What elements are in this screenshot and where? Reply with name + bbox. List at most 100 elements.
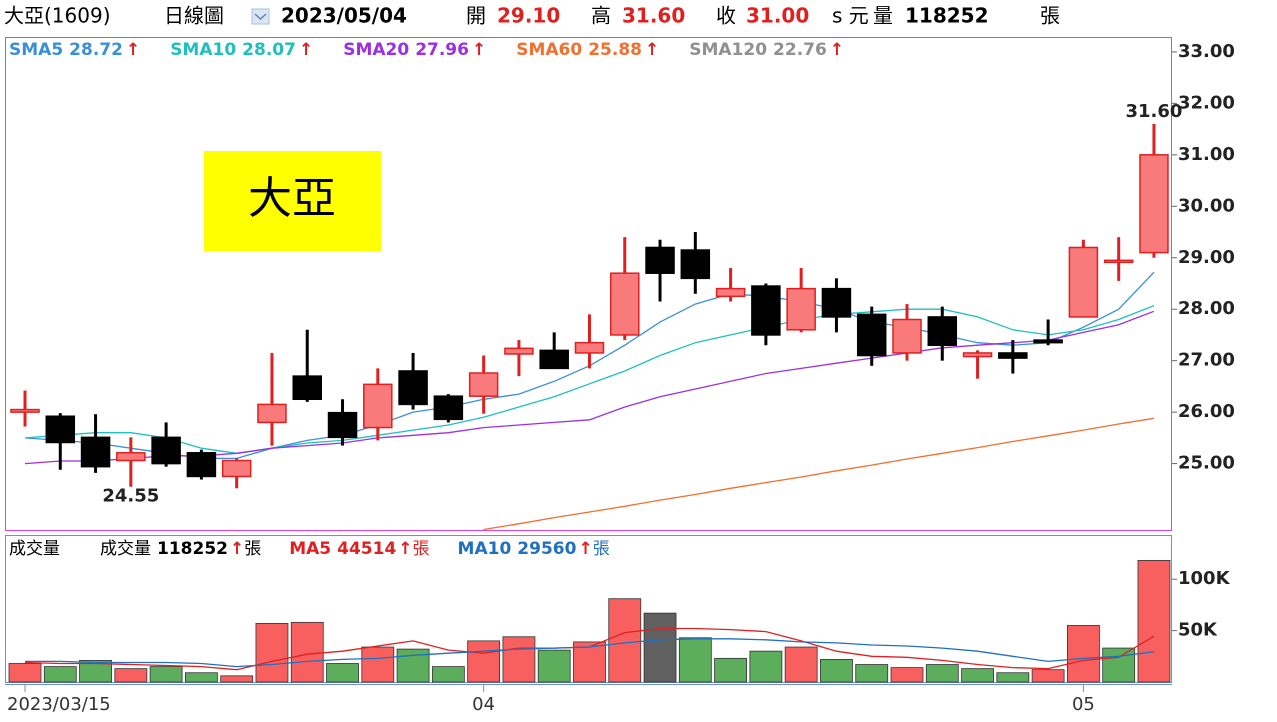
candle-body [80, 436, 111, 468]
volume-bar [961, 668, 994, 683]
legend-arrow: ↑ [830, 40, 844, 60]
sma-line [483, 417, 1155, 530]
candle-body [715, 287, 746, 298]
y-tick-label: 32.00 [1178, 92, 1235, 113]
title-box-text: 大亞 [248, 173, 336, 224]
volume-bar [220, 675, 254, 683]
legend-name: SMA20 [343, 40, 409, 60]
volume-bar [820, 658, 853, 683]
x-tick-label: 2023/03/15 [7, 694, 111, 715]
legend-value: 25.88 [588, 40, 642, 60]
candle-body [539, 349, 569, 370]
candle-body [1103, 259, 1134, 264]
volume-value: 118252 [905, 4, 989, 28]
candle-body [433, 395, 464, 421]
high-label: 高 [591, 4, 611, 28]
candle-body [186, 452, 217, 478]
volume-bar [1031, 669, 1065, 683]
volume-unit: 張 [1040, 4, 1060, 28]
date: 2023/05/04 [281, 4, 407, 28]
candle-body [786, 287, 816, 331]
legend-value: 29560 [517, 539, 576, 559]
volume-bar [784, 646, 818, 683]
candle-body [468, 372, 499, 397]
legend-unit: 張 [244, 539, 261, 559]
legend-unit: 張 [413, 539, 430, 559]
volume-bar [290, 621, 324, 683]
legend-name: SMA60 [516, 40, 582, 60]
candle-body [610, 272, 640, 336]
legend-arrow: ↑ [472, 40, 486, 60]
volume-bar [537, 649, 571, 683]
open-label: 開 [466, 4, 486, 28]
volume-bar [43, 666, 77, 683]
volume-bar [255, 622, 289, 683]
candle-body [151, 436, 181, 465]
candle-body [821, 287, 852, 318]
price-annotation: 24.55 [102, 486, 159, 507]
candle-body [645, 246, 675, 274]
legend-value: 28.07 [242, 40, 296, 60]
legend-value: 28.72 [69, 40, 123, 60]
candle-body [927, 316, 958, 346]
volume-panel [5, 535, 1172, 683]
volume-bar [890, 667, 924, 683]
y-tick-label: 25.00 [1178, 453, 1235, 474]
y-tick-label: 26.00 [1178, 401, 1235, 422]
legend-name: SMA5 [9, 40, 63, 60]
candle-body [856, 313, 887, 357]
candle-body [292, 375, 322, 401]
candle-body [751, 285, 781, 336]
legend-value: 27.96 [415, 40, 469, 60]
volume-bar [573, 641, 606, 683]
candle-body [892, 318, 922, 354]
volume-bar [431, 666, 465, 683]
volume-bar [8, 663, 42, 683]
legend-arrow: ↑ [398, 539, 412, 559]
volume-bar [678, 637, 712, 683]
candle-body [504, 347, 534, 355]
volume-label: 量 [873, 4, 893, 28]
volume-title: 成交量 [9, 539, 60, 559]
volume-bar [608, 598, 642, 683]
unit: s 元 [832, 4, 869, 28]
volume-bar [996, 672, 1030, 683]
y-tick-label: 27.00 [1178, 350, 1235, 371]
candle-body [962, 352, 993, 358]
period[interactable]: 日線圖 [164, 4, 224, 28]
candle-body [257, 403, 287, 424]
legend-value: 118252 [157, 539, 228, 559]
high-value: 31.60 [622, 4, 685, 28]
legend-arrow: ↑ [230, 539, 244, 559]
sma-line [24, 304, 1155, 454]
legend-name: 成交量 [100, 539, 151, 559]
candle-body [363, 383, 393, 429]
candle-body [998, 352, 1028, 359]
open-value: 29.10 [497, 4, 560, 28]
dropdown[interactable] [251, 8, 270, 25]
legend-arrow: ↑ [645, 40, 659, 60]
volume-bar [1102, 647, 1136, 683]
y-tick-label: 30.00 [1178, 195, 1235, 216]
volume-bar [1137, 560, 1171, 683]
candle-body [10, 408, 40, 413]
volume-bar [714, 657, 747, 683]
price-annotation: 31.60 [1125, 101, 1182, 122]
candle-body [680, 249, 711, 280]
volume-bar [643, 612, 677, 683]
y-tick-label: 31.00 [1178, 144, 1235, 165]
candle-body [116, 452, 146, 462]
volume-bar [855, 664, 889, 683]
volume-bar [361, 646, 395, 683]
price-panel [5, 37, 1172, 531]
legend-name: MA5 [289, 539, 331, 559]
volume-ma-line [25, 638, 1155, 668]
volume-bar [749, 650, 783, 683]
y-tick-label: 50K [1178, 620, 1218, 641]
legend-name: SMA10 [170, 40, 236, 60]
legend-value: 44514 [337, 539, 396, 559]
candle-body [1033, 339, 1063, 344]
y-tick-label: 100K [1178, 568, 1231, 589]
x-tick-label: 05 [1072, 694, 1095, 715]
